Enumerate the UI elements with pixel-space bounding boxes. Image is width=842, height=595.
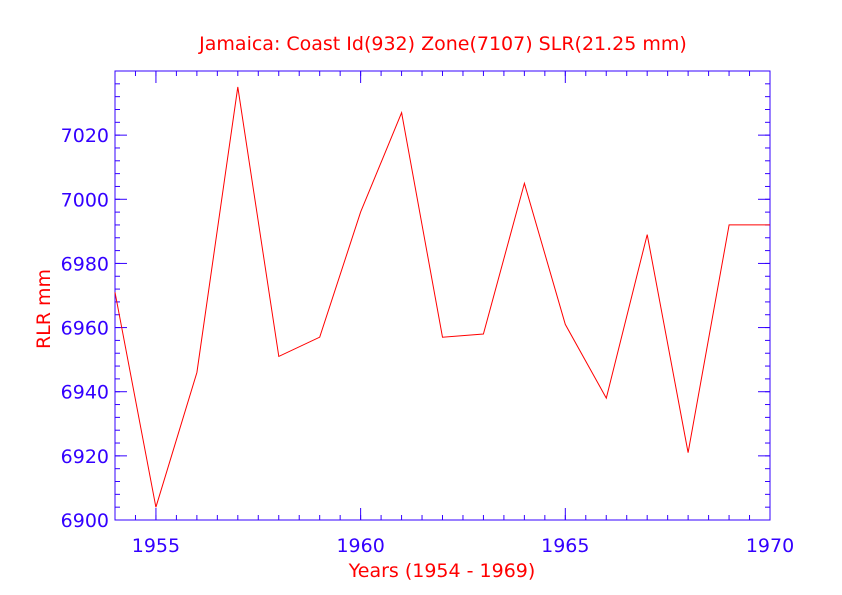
series-layer [114,86,770,508]
x-tick-label: 1955 [132,535,180,557]
x-axis-label: Years (1954 - 1969) [348,560,536,582]
y-axis-label: RLR mm [33,269,55,349]
x-tick-label: 1960 [336,535,384,557]
chart-title: Jamaica: Coast Id(932) Zone(7107) SLR(21… [198,33,687,55]
y-tick-label: 6960 [61,318,109,340]
y-tick-label: 7020 [61,125,109,147]
x-tick-label: 1970 [746,535,794,557]
x-tick-label: 1965 [541,535,589,557]
y-tick-label: 6900 [61,510,109,532]
axes: 1955 1960 1965 1970 6900 6920 6940 6960 6980 7000… [61,70,794,557]
y-tick-label: 6940 [61,382,109,404]
y-tick-label: 6920 [61,446,109,468]
y-tick-label: 7000 [61,189,109,211]
plot-frame [114,70,771,521]
series-line [114,86,770,508]
y-tick-label: 6980 [61,253,109,275]
